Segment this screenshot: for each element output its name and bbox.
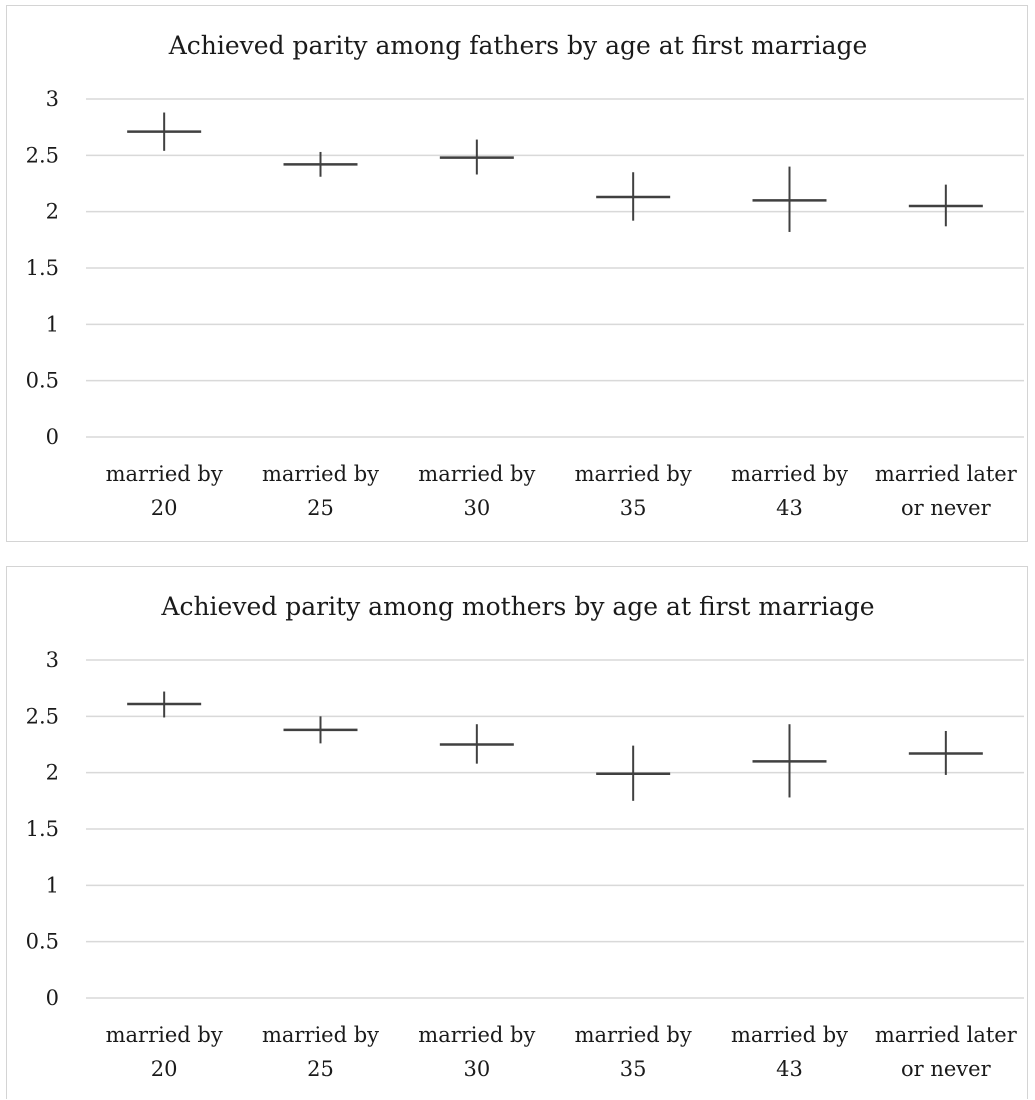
chart-title: Achieved parity among mothers by age at … xyxy=(160,592,874,621)
x-category-label: 20 xyxy=(151,1057,178,1081)
y-tick-label: 0.5 xyxy=(26,930,59,954)
y-tick-label: 1.5 xyxy=(26,256,59,280)
x-category-label: or never xyxy=(901,496,992,520)
x-category-label: married by xyxy=(575,462,692,486)
y-tick-label: 0.5 xyxy=(26,369,59,393)
y-tick-label: 2 xyxy=(46,761,59,785)
mothers-chart: Achieved parity among mothers by age at … xyxy=(26,592,1024,1081)
x-category-label: or never xyxy=(901,1057,992,1081)
x-category-label: married by xyxy=(575,1023,692,1047)
x-category-label: married by xyxy=(731,462,848,486)
x-category-label: 35 xyxy=(620,1057,647,1081)
x-category-label: married by xyxy=(106,1023,223,1047)
x-category-label: 20 xyxy=(151,496,178,520)
y-tick-label: 3 xyxy=(46,87,59,111)
x-category-label: 30 xyxy=(463,1057,490,1081)
y-tick-label: 1 xyxy=(46,873,59,897)
y-tick-label: 3 xyxy=(46,648,59,672)
y-tick-label: 1.5 xyxy=(26,817,59,841)
x-category-label: married by xyxy=(262,462,379,486)
x-category-label: 25 xyxy=(307,496,334,520)
x-category-label: 25 xyxy=(307,1057,334,1081)
x-category-label: married by xyxy=(106,462,223,486)
x-category-label: married later xyxy=(875,462,1018,486)
x-category-label: 43 xyxy=(776,1057,803,1081)
y-tick-label: 0 xyxy=(46,425,59,449)
y-tick-label: 2.5 xyxy=(26,704,59,728)
y-tick-label: 2 xyxy=(46,200,59,224)
fathers-chart-panel: Achieved parity among fathers by age at … xyxy=(6,5,1028,542)
y-tick-label: 0 xyxy=(46,986,59,1010)
y-tick-label: 2.5 xyxy=(26,143,59,167)
fathers-chart: Achieved parity among fathers by age at … xyxy=(26,31,1024,520)
x-category-label: married later xyxy=(875,1023,1018,1047)
x-category-label: married by xyxy=(262,1023,379,1047)
x-category-label: married by xyxy=(418,462,535,486)
x-category-label: 43 xyxy=(776,496,803,520)
x-category-label: 30 xyxy=(463,496,490,520)
y-tick-label: 1 xyxy=(46,312,59,336)
x-category-label: 35 xyxy=(620,496,647,520)
chart-title: Achieved parity among fathers by age at … xyxy=(168,31,868,60)
x-category-label: married by xyxy=(418,1023,535,1047)
mothers-chart-panel: Achieved parity among mothers by age at … xyxy=(6,566,1028,1099)
x-category-label: married by xyxy=(731,1023,848,1047)
